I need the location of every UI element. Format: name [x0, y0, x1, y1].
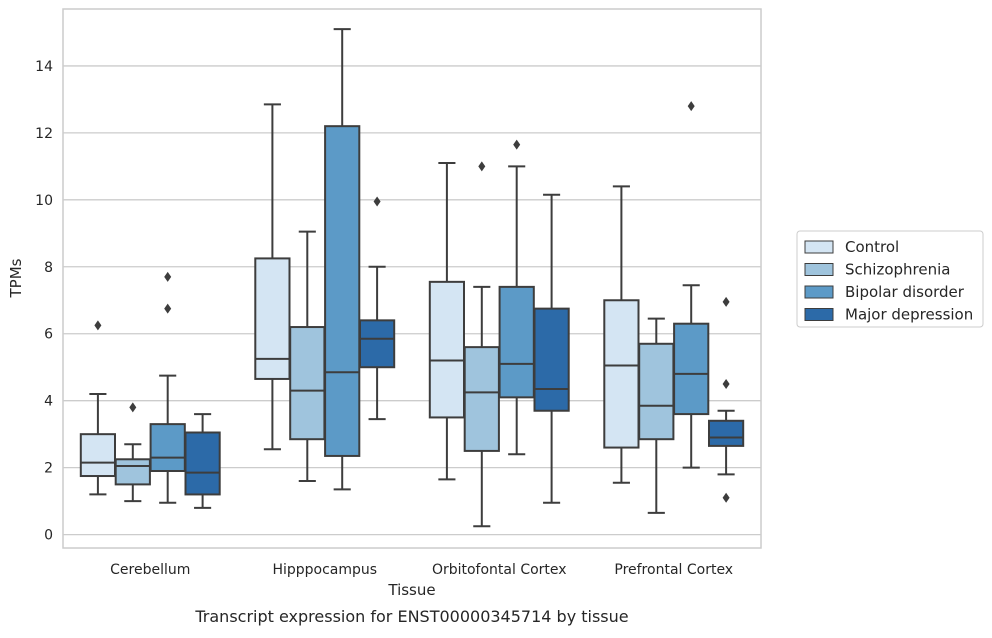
box — [673, 322, 710, 416]
box-plot-element — [533, 193, 570, 504]
box — [114, 458, 151, 486]
box — [463, 346, 500, 452]
legend: Control Schizophrenia Bipolar disorder Majo… — [796, 230, 984, 328]
legend-label: Major depression — [845, 306, 973, 324]
box — [603, 299, 640, 449]
outlier-point — [164, 303, 172, 314]
y-tick-label: 12 — [35, 126, 53, 142]
box — [358, 319, 396, 369]
y-axis-label: TPMs — [7, 258, 25, 298]
legend-label: Schizophrenia — [845, 261, 950, 279]
legend-swatch — [804, 240, 834, 254]
outlier-point — [164, 271, 172, 282]
box — [707, 419, 745, 447]
box — [79, 433, 117, 478]
box-plot-element — [673, 101, 710, 469]
box-plot-element — [358, 196, 396, 421]
y-tick-label: 2 — [44, 461, 53, 477]
outlier-point — [687, 101, 695, 112]
outlier-point — [722, 378, 730, 389]
legend-label: Control — [845, 238, 899, 256]
y-tick-labels: 0 2 4 6 8 10 12 14 — [35, 59, 53, 544]
box — [289, 326, 326, 441]
box — [324, 125, 361, 457]
outlier-point — [94, 320, 102, 331]
box-plot-element — [603, 185, 640, 484]
y-tick-label: 6 — [44, 327, 53, 343]
box — [638, 342, 675, 441]
plot-frame — [62, 8, 762, 549]
box — [533, 307, 570, 412]
box-plot-element — [324, 28, 361, 491]
outlier-point — [478, 161, 486, 172]
y-tick-label: 14 — [35, 59, 53, 75]
box-plot-element — [184, 413, 221, 509]
box-plot-element — [707, 296, 745, 503]
y-tick-label: 8 — [44, 260, 53, 276]
boxes — [79, 28, 745, 528]
box-plot-element — [289, 230, 326, 483]
outlier-point — [373, 196, 381, 207]
y-tick-label: 4 — [44, 394, 53, 410]
x-axis-label: Tissue — [387, 581, 435, 599]
legend-swatch — [804, 263, 834, 276]
outlier-point — [513, 139, 521, 150]
box — [184, 431, 221, 496]
outlier-point — [129, 402, 137, 413]
x-tick-label: Orbitofontal Cortex — [432, 562, 567, 578]
box-plot-element — [114, 402, 151, 503]
legend-frame — [796, 230, 984, 328]
y-tick-label: 10 — [35, 193, 53, 209]
box — [428, 280, 466, 419]
box-plot-element — [79, 320, 117, 496]
box — [254, 257, 291, 380]
legend-label: Bipolar disorder — [845, 283, 965, 301]
legend-swatch — [804, 308, 834, 321]
legend-swatch — [804, 285, 834, 299]
outlier-point — [722, 492, 730, 503]
box — [149, 423, 186, 472]
y-tick-label: 0 — [44, 528, 53, 544]
x-tick-labels: Cerebellum Hipppocampus Orbitofontal Corte… — [110, 562, 733, 578]
box — [498, 285, 535, 399]
box-plot-element — [498, 139, 535, 456]
outlier-point — [722, 296, 730, 307]
x-tick-label: Hipppocampus — [272, 562, 377, 578]
box-plot-element — [254, 103, 291, 451]
figure-caption: Transcript expression for ENST0000034571… — [194, 607, 628, 626]
box-plot-element — [463, 161, 500, 528]
x-tick-label: Prefrontal Cortex — [614, 562, 733, 578]
x-tick-label: Cerebellum — [110, 562, 190, 578]
